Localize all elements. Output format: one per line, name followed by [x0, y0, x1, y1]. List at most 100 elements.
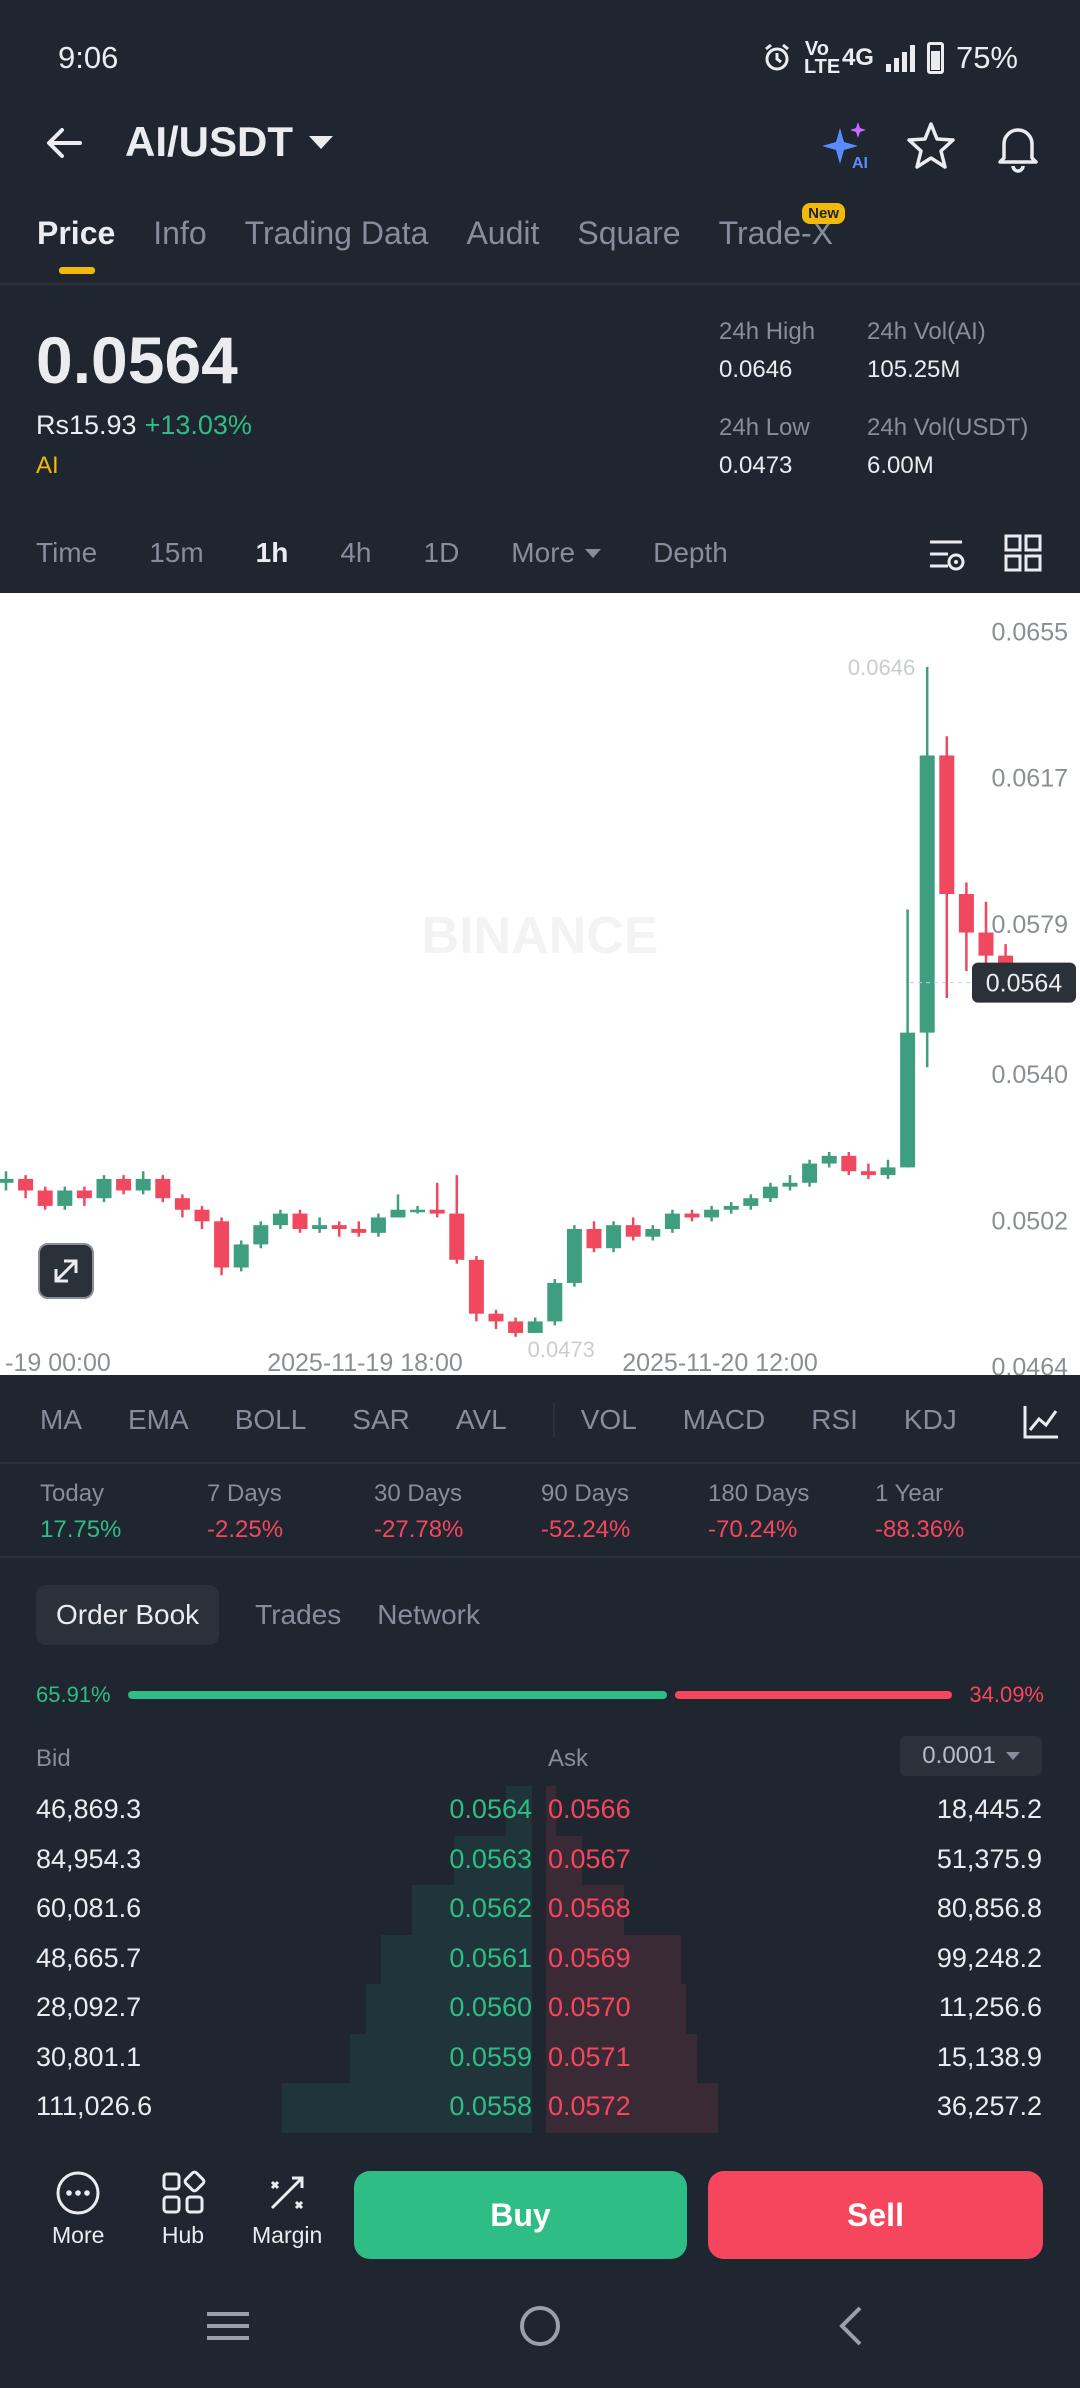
orderbook-row[interactable]: 28,092.7 0.0560 0.0570 11,256.6	[0, 1984, 1080, 2034]
perf-7d: 7 Days -2.25%	[207, 1480, 374, 1544]
candlestick-chart[interactable]: BINANCE 0.0655 0.0617 0.0579 0.0540 0.0502 0.…	[0, 593, 1080, 1375]
bid-quantity: 28,092.7	[36, 1992, 142, 2022]
tab-trading-data[interactable]: Trading Data	[244, 215, 429, 251]
more-button[interactable]: More	[52, 2170, 104, 2249]
precision-selector[interactable]: 0.0001	[900, 1736, 1042, 1776]
back-nav-icon[interactable]	[839, 2306, 862, 2346]
candle	[0, 1171, 14, 1191]
orderbook-row[interactable]: 111,026.6 0.0558 0.0572 36,257.2	[0, 2083, 1080, 2133]
tf-15m[interactable]: 15m	[149, 537, 204, 568]
volte-indicator: Vo LTE	[803, 38, 841, 78]
back-arrow-icon[interactable]	[40, 118, 90, 168]
margin-button[interactable]: Margin	[252, 2170, 322, 2249]
candle-body	[351, 1229, 367, 1233]
candle-body	[410, 1209, 426, 1213]
candle	[155, 1175, 171, 1203]
candle	[116, 1175, 132, 1195]
candle-body	[547, 1282, 563, 1322]
tab-square[interactable]: Square	[577, 215, 681, 251]
bid-quantity: 30,801.1	[36, 2041, 142, 2072]
indicator-sar[interactable]: SAR	[352, 1404, 410, 1435]
tf-1h[interactable]: 1h	[255, 537, 289, 568]
precision-value: 0.0001	[922, 1742, 996, 1769]
candle-body	[782, 1182, 798, 1187]
chart-settings-icon[interactable]	[926, 534, 966, 574]
indicator-rsi[interactable]: RSI	[811, 1404, 858, 1435]
candle-body	[821, 1155, 837, 1164]
tab-info[interactable]: Info	[153, 215, 207, 251]
pair-selector[interactable]: AI/USDT	[125, 118, 333, 166]
candle	[76, 1186, 92, 1206]
bid-ratio: 65.91%	[36, 1682, 111, 1707]
tab-audit[interactable]: Audit	[466, 215, 540, 251]
system-nav-bar	[207, 2306, 862, 2346]
coin-tag[interactable]: AI	[36, 452, 59, 479]
candle	[900, 909, 916, 1168]
status-time: 9:06	[58, 40, 119, 75]
price-change: +13.03%	[144, 410, 252, 440]
orderbook-row[interactable]: 84,954.3 0.0563 0.0567 51,375.9	[0, 1835, 1080, 1885]
orderbook-row[interactable]: 30,801.1 0.0559 0.0571 15,138.9	[0, 2033, 1080, 2083]
tab-network[interactable]: Network	[377, 1599, 480, 1630]
perf-value: -70.24%	[708, 1516, 798, 1543]
star-icon[interactable]	[903, 118, 959, 174]
tab-trade-x[interactable]: Trade-X New	[719, 203, 845, 252]
indicator-avl[interactable]: AVL	[455, 1404, 507, 1435]
candle-body	[841, 1155, 857, 1172]
ai-sparkle-icon[interactable]: AI	[818, 118, 874, 174]
tf-time[interactable]: Time	[36, 537, 98, 568]
indicator-boll[interactable]: BOLL	[234, 1404, 307, 1435]
fullscreen-button[interactable]	[38, 1243, 94, 1299]
indicator-ma[interactable]: MA	[40, 1404, 82, 1435]
grid-layout-icon[interactable]	[1004, 534, 1042, 572]
candle	[351, 1221, 367, 1237]
tab-price[interactable]: Price	[37, 215, 116, 274]
candle	[253, 1221, 269, 1249]
candle	[860, 1163, 876, 1179]
tab-trades[interactable]: Trades	[255, 1599, 342, 1630]
tf-4h[interactable]: 4h	[340, 537, 372, 568]
buy-button[interactable]: Buy	[354, 2171, 687, 2259]
candle	[958, 882, 974, 972]
bid-quantity: 84,954.3	[36, 1843, 142, 1874]
candle	[135, 1171, 151, 1195]
tf-more[interactable]: More	[511, 537, 602, 569]
orderbook-row[interactable]: 60,081.6 0.0562 0.0568 80,856.8	[0, 1885, 1080, 1935]
perf-value: -2.25%	[207, 1516, 284, 1543]
bell-icon[interactable]	[990, 118, 1046, 174]
candlestick-plot: BINANCE 0.0655 0.0617 0.0579 0.0540 0.0502 0.…	[0, 618, 1076, 1375]
hub-button[interactable]: Hub	[160, 2170, 206, 2249]
candle	[527, 1317, 543, 1333]
indicator-settings-icon[interactable]	[1022, 1404, 1060, 1440]
orderbook-row[interactable]: 46,869.3 0.0564 0.0566 18,445.2	[0, 1786, 1080, 1836]
perf-label: 90 Days	[541, 1480, 630, 1507]
indicator-macd[interactable]: MACD	[682, 1404, 766, 1435]
candle-body	[958, 894, 974, 933]
candle-body	[743, 1198, 759, 1206]
candle	[18, 1175, 34, 1199]
indicator-kdj[interactable]: KDJ	[903, 1404, 957, 1435]
ask-quantity: 15,138.9	[936, 2041, 1042, 2072]
ask-depth-bar	[546, 2033, 697, 2083]
ask-price: 0.0567	[548, 1843, 631, 1874]
indicator-ema[interactable]: EMA	[128, 1404, 189, 1435]
tf-1d[interactable]: 1D	[423, 537, 460, 568]
candle	[704, 1205, 720, 1222]
candle-body	[155, 1178, 171, 1199]
indicator-vol[interactable]: VOL	[580, 1404, 637, 1435]
perf-label: 7 Days	[207, 1480, 282, 1507]
candle	[625, 1217, 641, 1241]
sell-button[interactable]: Sell	[708, 2171, 1043, 2259]
bid-ask-ratio: 65.91% 34.09%	[36, 1682, 1044, 1708]
orderbook-row[interactable]: 48,665.7 0.0561 0.0569 99,248.2	[0, 1934, 1080, 1984]
tf-depth[interactable]: Depth	[653, 537, 728, 568]
tab-order-book[interactable]: Order Book	[36, 1585, 220, 1645]
ask-depth-bar	[546, 2083, 718, 2133]
candle	[449, 1175, 465, 1264]
expand-icon	[54, 1259, 78, 1283]
home-icon[interactable]	[520, 2306, 560, 2346]
network-type: 4G	[841, 44, 874, 71]
candle	[684, 1209, 700, 1222]
candle	[802, 1159, 818, 1187]
recent-apps-icon[interactable]	[207, 2312, 249, 2340]
